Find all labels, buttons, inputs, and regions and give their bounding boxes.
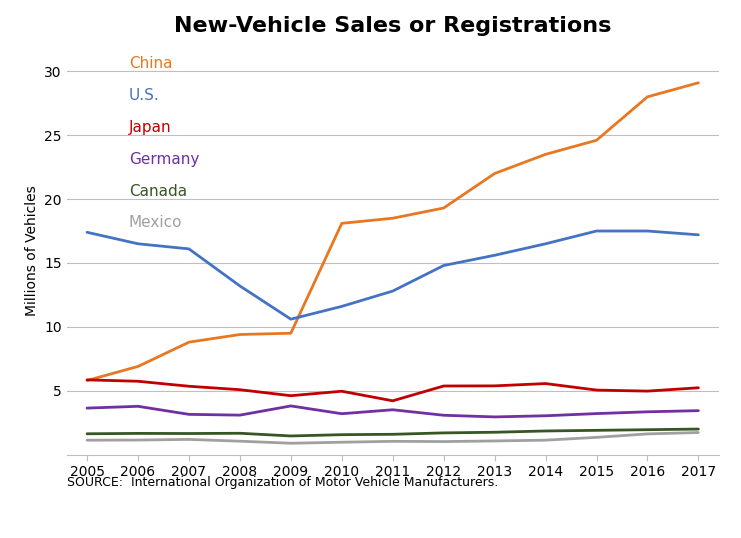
- Germany: [694, 407, 703, 414]
- China: [491, 170, 499, 176]
- Line: Germany: Germany: [87, 406, 699, 417]
- Germany: [388, 407, 397, 413]
- Japan: [185, 383, 193, 390]
- U.S.: [337, 303, 346, 309]
- Mexico: [592, 434, 601, 441]
- Japan: [388, 398, 397, 404]
- Germany: [185, 411, 193, 417]
- Mexico: [643, 431, 652, 437]
- U.S.: [83, 229, 92, 236]
- U.S.: [694, 231, 703, 238]
- Germany: [439, 412, 448, 419]
- Japan: [133, 378, 142, 385]
- Germany: [541, 413, 550, 419]
- Canada: [185, 430, 193, 437]
- Text: Germany: Germany: [129, 152, 199, 167]
- Canada: [236, 430, 245, 436]
- Japan: [83, 377, 92, 383]
- Mexico: [337, 439, 346, 445]
- Line: Mexico: Mexico: [87, 433, 699, 443]
- China: [287, 330, 296, 336]
- Germany: [236, 412, 245, 419]
- Mexico: [541, 437, 550, 443]
- Line: China: China: [87, 83, 699, 380]
- U.S.: [439, 263, 448, 269]
- Germany: [643, 408, 652, 415]
- Text: China: China: [129, 56, 172, 71]
- U.S.: [133, 240, 142, 247]
- China: [185, 339, 193, 345]
- Germany: [287, 403, 296, 409]
- China: [236, 331, 245, 338]
- Japan: [694, 385, 703, 391]
- Canada: [694, 426, 703, 433]
- Mexico: [185, 436, 193, 443]
- U.S.: [388, 288, 397, 294]
- Japan: [439, 383, 448, 389]
- China: [133, 363, 142, 370]
- Germany: [133, 403, 142, 409]
- Mexico: [133, 437, 142, 443]
- Japan: [236, 386, 245, 393]
- Canada: [388, 431, 397, 437]
- Mexico: [287, 440, 296, 447]
- Canada: [541, 428, 550, 434]
- Canada: [337, 431, 346, 438]
- Canada: [439, 430, 448, 436]
- Text: Japan: Japan: [129, 120, 171, 134]
- Line: Canada: Canada: [87, 429, 699, 436]
- China: [541, 151, 550, 158]
- China: [694, 80, 703, 86]
- Y-axis label: Millions of Vehicles: Millions of Vehicles: [24, 185, 39, 316]
- Germany: [491, 414, 499, 420]
- Mexico: [491, 438, 499, 444]
- Japan: [491, 383, 499, 389]
- Mexico: [83, 437, 92, 443]
- Germany: [83, 405, 92, 412]
- Japan: [337, 388, 346, 394]
- Canada: [287, 433, 296, 439]
- Japan: [592, 387, 601, 393]
- U.S.: [491, 252, 499, 259]
- Mexico: [236, 438, 245, 444]
- Text: Federal Reserve Bank of: Federal Reserve Bank of: [9, 511, 200, 525]
- U.S.: [592, 228, 601, 234]
- Japan: [541, 380, 550, 387]
- Canada: [491, 429, 499, 435]
- Mexico: [439, 438, 448, 445]
- Line: U.S.: U.S.: [87, 231, 699, 319]
- Text: Mexico: Mexico: [129, 215, 182, 230]
- Japan: [287, 393, 296, 399]
- Mexico: [388, 438, 397, 444]
- Germany: [592, 410, 601, 417]
- China: [643, 94, 652, 100]
- Mexico: [694, 429, 703, 436]
- Canada: [133, 430, 142, 437]
- Text: Canada: Canada: [129, 183, 187, 199]
- U.S.: [643, 228, 652, 234]
- China: [83, 377, 92, 384]
- U.S.: [236, 283, 245, 289]
- Canada: [83, 430, 92, 437]
- China: [388, 215, 397, 222]
- Canada: [643, 427, 652, 433]
- China: [439, 205, 448, 211]
- Japan: [643, 388, 652, 394]
- China: [592, 137, 601, 144]
- U.S.: [541, 240, 550, 247]
- Germany: [337, 410, 346, 417]
- Line: Japan: Japan: [87, 380, 699, 401]
- China: [337, 220, 346, 226]
- Text: St. Louis: St. Louis: [172, 511, 237, 525]
- Text: SOURCE:  International Organization of Motor Vehicle Manufacturers.: SOURCE: International Organization of Mo…: [67, 476, 498, 489]
- Text: U.S.: U.S.: [129, 88, 159, 103]
- Title: New-Vehicle Sales or Registrations: New-Vehicle Sales or Registrations: [174, 16, 611, 36]
- Canada: [592, 427, 601, 434]
- U.S.: [287, 316, 296, 322]
- U.S.: [185, 246, 193, 252]
